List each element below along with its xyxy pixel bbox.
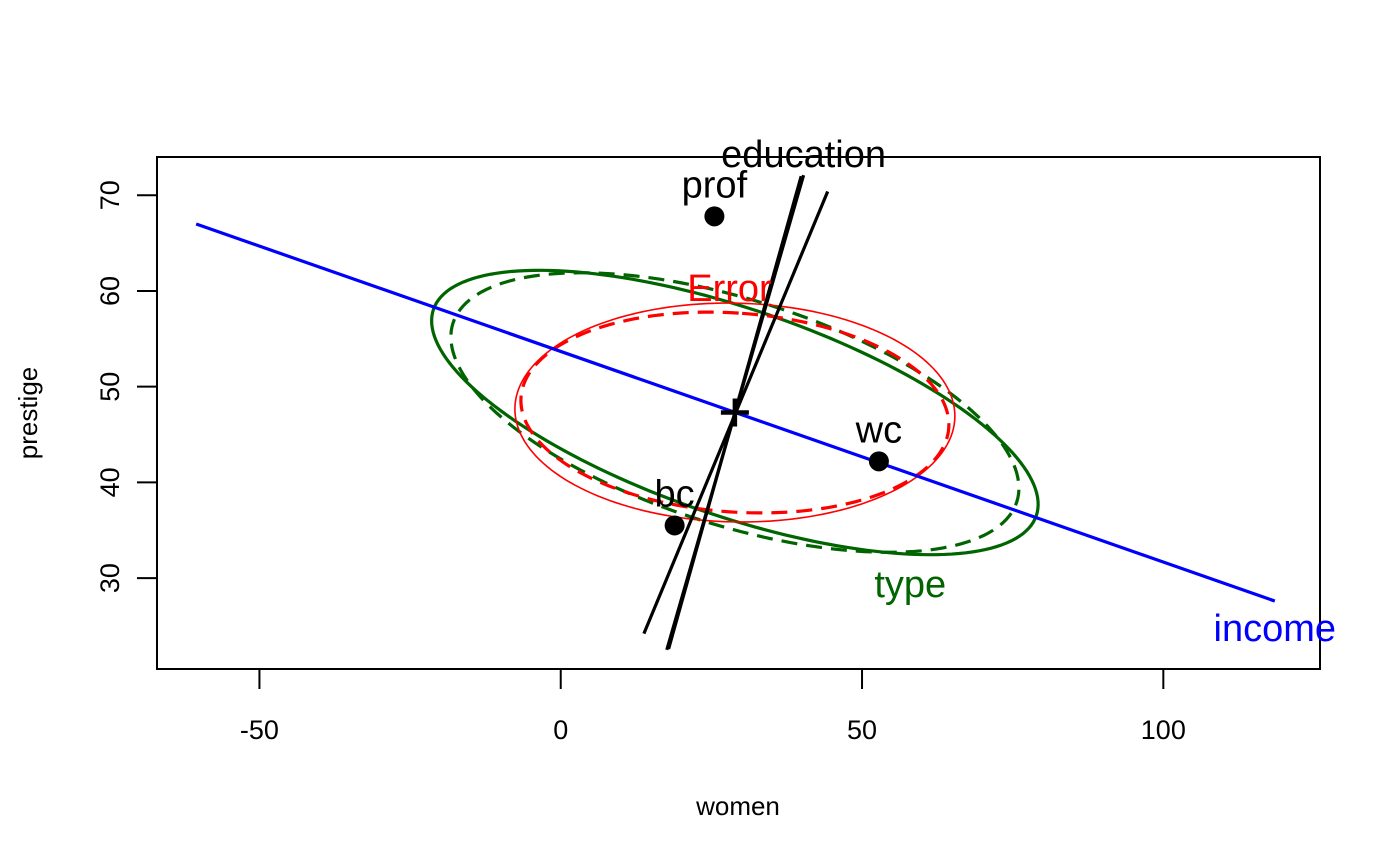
point-label-bc: bc <box>655 473 695 515</box>
x-tick-label: 0 <box>553 715 568 745</box>
y-axis: 30 40 50 60 70 <box>95 180 158 593</box>
term-label-type: type <box>874 564 946 606</box>
point-bc <box>664 515 685 536</box>
point-prof <box>704 206 725 227</box>
term-label-error: Error <box>687 268 772 310</box>
type-dashed-ellipse <box>449 271 1021 554</box>
term-labels: income education type Error <box>687 134 1336 650</box>
x-tick-label: 50 <box>847 715 877 745</box>
hypothesis-ellipses <box>430 268 1040 557</box>
data-points: prof wc bc <box>655 164 902 536</box>
error-dashed-ellipse <box>519 310 951 515</box>
x-axis: -50 0 50 100 <box>240 668 1186 745</box>
point-label-wc: wc <box>855 409 902 451</box>
point-wc <box>868 451 889 472</box>
y-axis-title: prestige <box>13 367 43 460</box>
y-tick-label: 40 <box>95 467 125 497</box>
y-tick-label: 30 <box>95 563 125 593</box>
x-tick-label: -50 <box>240 715 279 745</box>
y-tick-label: 60 <box>95 276 125 306</box>
point-label-prof: prof <box>682 164 748 206</box>
x-tick-label: 100 <box>1141 715 1186 745</box>
term-label-education: education <box>721 134 886 176</box>
y-tick-label: 50 <box>95 372 125 402</box>
y-tick-label: 70 <box>95 180 125 210</box>
centroid-marker <box>720 398 749 427</box>
term-label-income: income <box>1214 608 1337 650</box>
x-axis-title: women <box>695 791 780 821</box>
